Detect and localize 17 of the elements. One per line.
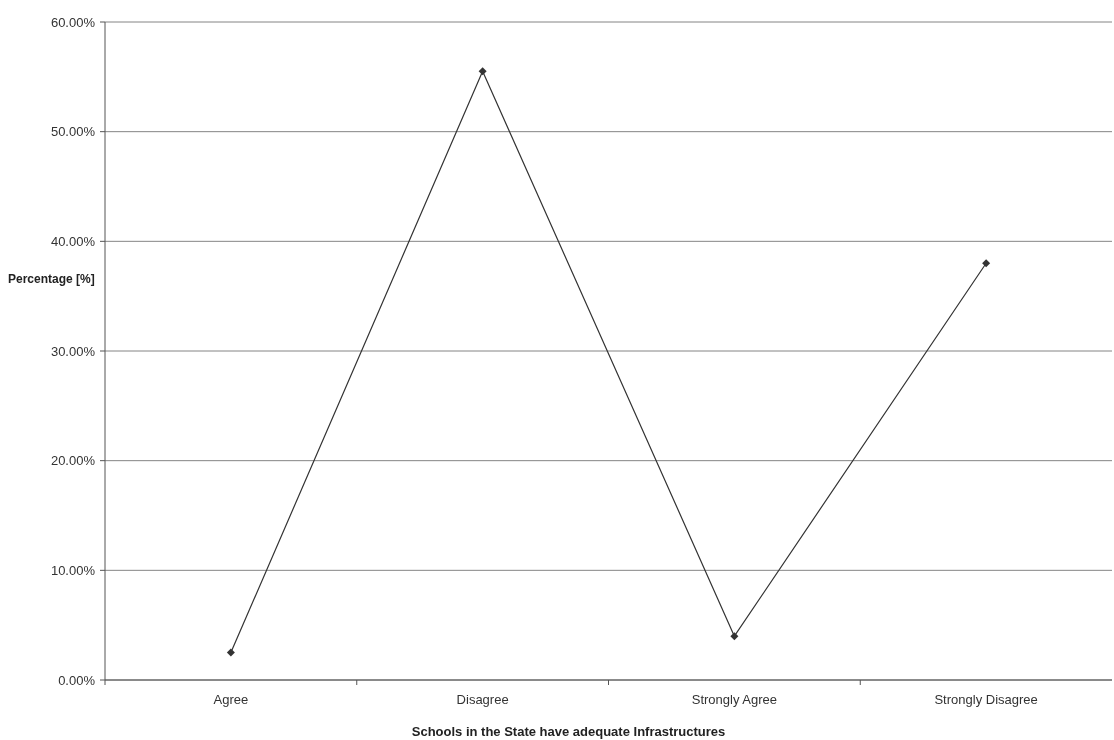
- x-tick-label: Agree: [213, 692, 249, 707]
- y-tick-label: 20.00%: [50, 453, 96, 469]
- point: [226, 648, 235, 657]
- x-tick-label: Disagree: [456, 692, 509, 707]
- x-axis-title: Schools in the State have adequate Infrastructures: [411, 724, 726, 739]
- point: [730, 632, 739, 641]
- x-tick-label: Strongly Disagree: [934, 692, 1038, 707]
- y-axis-title: Percentage [%]: [8, 271, 95, 286]
- y-tick-label: 0.00%: [58, 672, 96, 688]
- point: [478, 67, 487, 76]
- y-tick-label: 30.00%: [50, 343, 96, 359]
- y-tick-label: 60.00%: [50, 14, 96, 30]
- x-tick-label: Strongly Agree: [691, 692, 778, 707]
- point: [982, 259, 991, 268]
- y-tick-label: 10.00%: [50, 562, 96, 578]
- y-tick-label: 50.00%: [50, 124, 96, 140]
- y-tick-label: 40.00%: [50, 233, 96, 249]
